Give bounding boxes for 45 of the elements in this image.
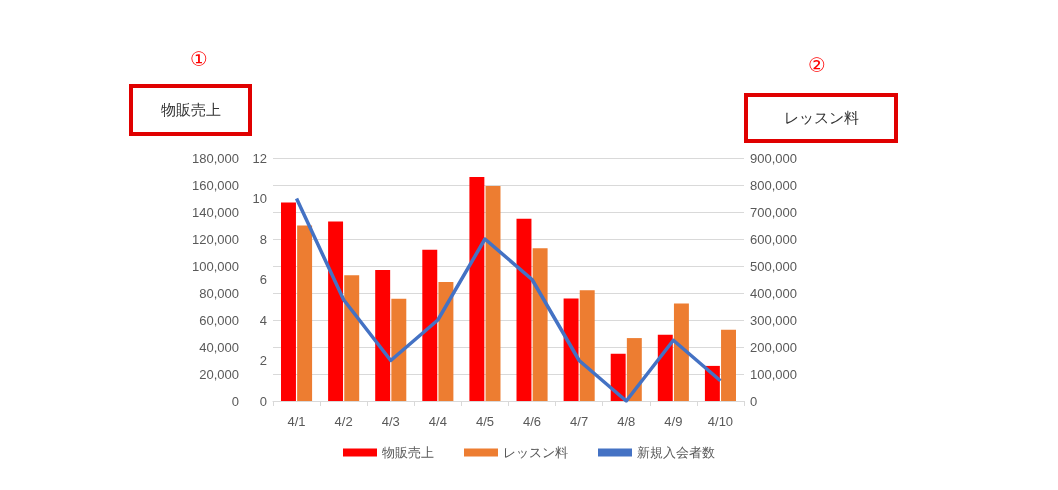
text: ① bbox=[190, 47, 208, 71]
y-tick-label: 120,000 bbox=[192, 231, 239, 247]
y2-tick-label: 800,000 bbox=[750, 177, 797, 193]
y3-tick-label: 4 bbox=[259, 312, 267, 328]
y-tick-label: 80,000 bbox=[199, 285, 239, 301]
y-tick-label: 160,000 bbox=[192, 177, 239, 193]
x-tick-label: 4/1 bbox=[287, 414, 306, 429]
legend-label: レッスン料 bbox=[503, 445, 568, 460]
y2-tick-label: 200,000 bbox=[750, 339, 797, 355]
x-tick-label: 4/5 bbox=[475, 414, 494, 429]
y3-tick-label: 6 bbox=[259, 272, 267, 287]
y-tick-label: 60,000 bbox=[199, 312, 239, 328]
y-tick-label: 100,000 bbox=[192, 258, 239, 274]
y3-tick-label: 12 bbox=[252, 150, 267, 166]
y2-tick-label: 900,000 bbox=[750, 150, 797, 166]
y2-tick-label: 600,000 bbox=[750, 231, 797, 247]
y2-tick-label: 100,000 bbox=[750, 366, 797, 382]
x-tick-label: 4/9 bbox=[664, 414, 683, 429]
y-tick-label: 0 bbox=[231, 393, 239, 409]
x-tick-label: 4/6 bbox=[523, 414, 542, 429]
x-tick-label: 4/3 bbox=[381, 414, 400, 429]
text: 物販売上 bbox=[160, 101, 221, 119]
y-tick-label: 20,000 bbox=[199, 366, 239, 382]
y2-tick-label: 700,000 bbox=[750, 204, 797, 220]
y2-tick-label: 500,000 bbox=[750, 258, 797, 274]
x-tick-label: 4/10 bbox=[707, 414, 734, 429]
y-tick-label: 40,000 bbox=[199, 339, 239, 355]
line-series bbox=[294, 196, 723, 403]
y-tick-label: 140,000 bbox=[192, 204, 239, 220]
y2-tick-label: 0 bbox=[750, 393, 758, 409]
y3-tick-label: 0 bbox=[259, 393, 267, 409]
y2-tick-label: 400,000 bbox=[750, 285, 797, 301]
y-tick-label: 180,000 bbox=[192, 150, 239, 166]
x-tick-label: 4/2 bbox=[334, 414, 353, 429]
y3-tick-label: 10 bbox=[252, 191, 267, 206]
text: ② bbox=[808, 53, 826, 77]
x-tick-label: 4/8 bbox=[617, 414, 636, 429]
legend-label: 新規入会者数 bbox=[637, 445, 715, 460]
legend-label: 物販売上 bbox=[382, 445, 434, 460]
x-tick-label: 4/4 bbox=[428, 414, 447, 429]
x-tick-label: 4/7 bbox=[570, 414, 589, 429]
text: レッスン料 bbox=[783, 109, 859, 127]
y3-tick-label: 2 bbox=[259, 353, 267, 368]
y2-tick-label: 300,000 bbox=[750, 312, 797, 328]
y3-tick-label: 8 bbox=[259, 231, 267, 247]
